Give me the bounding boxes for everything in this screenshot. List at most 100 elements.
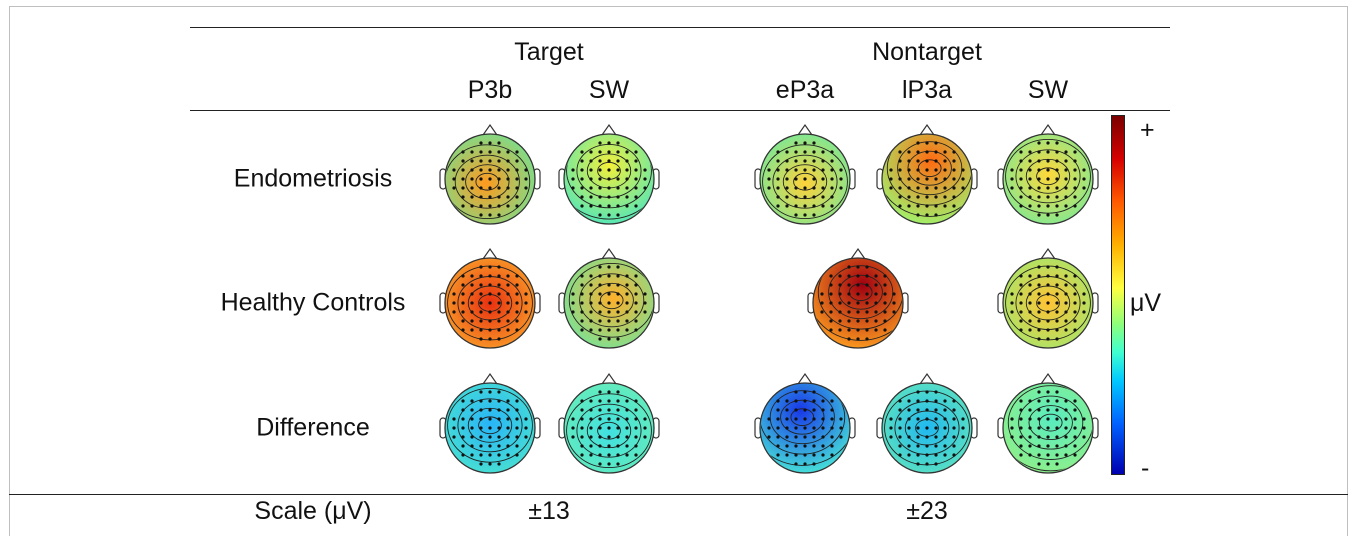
electrode-dot [1010,435,1014,439]
electrode-dot [515,310,519,314]
electrode-dot [506,444,510,448]
electrode-dot [821,150,825,154]
electrode-dot [803,453,807,457]
electrode-dot [461,274,465,278]
electrode-dot [1028,301,1032,305]
contour-line [917,159,942,178]
electrode-dot [598,444,602,448]
electrode-dot [488,417,492,421]
electrode-dot [847,310,851,314]
electrode-dot [470,292,474,296]
electrode-dot [634,186,638,190]
electrode-dot [925,168,929,172]
electrode-dot [1064,408,1068,412]
electrode-dot [580,274,584,278]
electrode-dot [1046,417,1050,421]
electrode-dot [470,310,474,314]
electrode-dot [607,390,611,394]
electrode-dot [1064,150,1068,154]
electrode-dot [470,186,474,190]
contour-line [838,274,883,310]
electrode-dot [916,390,920,394]
electrode-dot [479,195,483,199]
electrode-dot [776,417,780,421]
electrode-dot [1028,399,1032,403]
electrode-dot [821,453,825,457]
electrode-dot [488,408,492,412]
electrode-dot [497,141,501,145]
electrode-dot [934,159,938,163]
electrode-dot [916,408,920,412]
electrode-dot [1073,150,1077,154]
electrode-dot [1046,444,1050,448]
electrode-dot [865,319,869,323]
electrode-dot [1082,301,1086,305]
contour-line [883,135,971,217]
electrode-dot [497,453,501,457]
electrode-dot [643,292,647,296]
electrode-dot [470,453,474,457]
electrode-dot [506,417,510,421]
electrode-dot [898,177,902,181]
electrode-dot [821,177,825,181]
electrode-dot [515,399,519,403]
electrode-dot [1055,292,1059,296]
electrode-dot [580,399,584,403]
electrode-dot [943,417,947,421]
electrode-dot [607,195,611,199]
electrode-dot [856,292,860,296]
contour-line [1018,395,1084,450]
electrode-dot [461,195,465,199]
electrode-dot [625,168,629,172]
electrode-dot [865,328,869,332]
electrode-dot [785,408,789,412]
electrode-dot [1028,319,1032,323]
electrode-dot [470,319,474,323]
electrode-dot [488,453,492,457]
electrode-dot [830,168,834,172]
electrode-dot [925,444,929,448]
electrode-dot [934,399,938,403]
electrode-dot [794,408,798,412]
electrode-dot [625,292,629,296]
contour-line [454,154,520,209]
electrode-dot [497,417,501,421]
electrode-dot [625,399,629,403]
electrode-dot [1019,292,1023,296]
electrode-dot [803,195,807,199]
electrode-dot [1028,159,1032,163]
electrode-dot [1055,337,1059,341]
electrode-dot [1064,159,1068,163]
electrode-dot [1082,310,1086,314]
electrode-dot [616,265,620,269]
electrode-dot [916,426,920,430]
contour-line [848,283,873,302]
nose-outline [601,247,617,260]
electrode-dot [1055,426,1059,430]
electrode-dot [1064,301,1068,305]
electrode-dot [794,177,798,181]
electrode-dot [892,301,896,305]
scale-nontarget-value: ±23 [906,497,948,525]
electrode-dot [452,168,456,172]
electrode-dot [488,274,492,278]
electrode-dot [916,141,920,145]
electrode-dot [497,150,501,154]
row-label-healthy-controls: Healthy Controls [220,288,406,317]
electrode-dot [479,319,483,323]
electrode-dot [634,168,638,172]
electrode-dot [488,150,492,154]
electrode-dot [479,292,483,296]
electrode-dot [847,328,851,332]
electrode-dot [1073,204,1077,208]
contour-line [478,416,502,435]
electrode-dot [1037,444,1041,448]
electrode-dot [479,274,483,278]
contour-line [579,273,645,328]
scale-label: Scale (μV) [254,497,372,525]
electrode-dot [907,195,911,199]
electrode-dot [1055,150,1059,154]
contour-line [565,135,653,220]
contour-line [576,403,642,458]
electrode-dot [470,301,474,305]
